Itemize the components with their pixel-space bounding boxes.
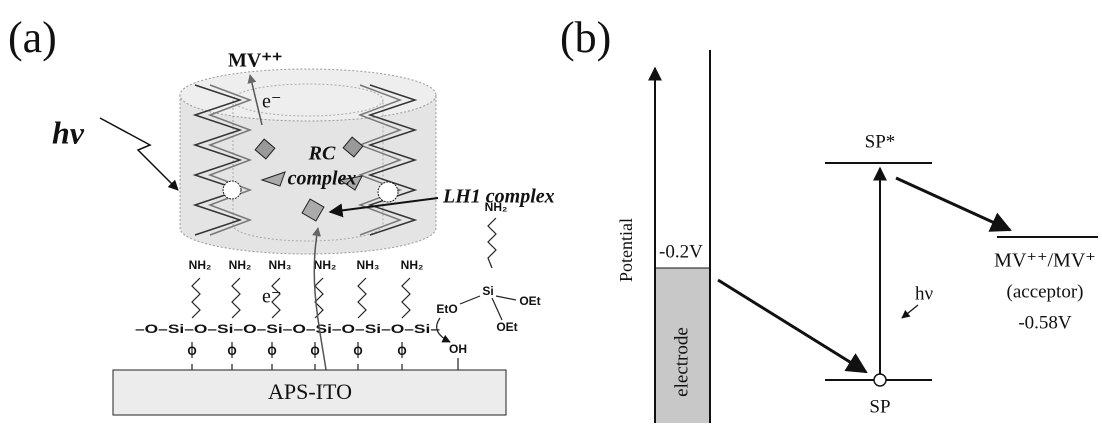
- amine-label: NH₂: [401, 258, 424, 272]
- excited-label: SP*: [865, 131, 896, 152]
- silane-label: NH₂: [485, 200, 508, 214]
- substrate-label: APS-ITO: [268, 379, 352, 404]
- silane-label: OH: [449, 342, 467, 356]
- panel-label: (a): [8, 13, 57, 62]
- ground-label: SP: [869, 396, 890, 417]
- rc-label: RC: [308, 143, 336, 165]
- silane-label: EtO: [436, 302, 457, 316]
- backbone-label: –O–Si–O–Si–O–Si–O–Si–O–Si–O–Si–: [135, 322, 440, 336]
- amine-label: NH₃: [357, 258, 380, 272]
- mv-label: MV⁺⁺: [228, 50, 282, 72]
- anchor-label: O: [397, 344, 406, 358]
- anchor-label: O: [310, 344, 319, 358]
- amine-label: NH₂: [189, 258, 212, 272]
- silane-label: OEt: [496, 320, 517, 334]
- light-label: hv: [52, 114, 85, 150]
- electron-transfer: [896, 178, 1010, 230]
- axis-label: Potential: [616, 218, 636, 282]
- electron-transfer: [718, 280, 866, 372]
- acceptor-label: (acceptor): [1007, 281, 1084, 302]
- acceptor-label: -0.58V: [1018, 312, 1072, 333]
- amine-label: NH₂: [314, 258, 337, 272]
- ground-state: [874, 374, 886, 386]
- electron-label: e⁻: [262, 286, 281, 308]
- figure: (a) MV⁺⁺ e⁻ hv RC complex LH1 complex NH…: [0, 0, 1102, 427]
- rc-label: complex: [288, 168, 357, 190]
- anchor-label: O: [227, 344, 236, 358]
- silane-label: OEt: [519, 294, 540, 308]
- light-arrow: [902, 305, 918, 318]
- anchor-label: O: [353, 344, 362, 358]
- electrode-label: electrode: [671, 327, 692, 397]
- amine-label: NH₂: [229, 258, 252, 272]
- potential-label: -0.2V: [659, 241, 703, 262]
- anchor-label: O: [187, 344, 196, 358]
- silane-label: Si: [482, 284, 493, 298]
- acceptor-label: MV⁺⁺/MV⁺: [994, 250, 1096, 272]
- light-label: hν: [915, 283, 934, 304]
- anchor-label: O: [267, 344, 276, 358]
- amine-label: NH₃: [269, 258, 292, 272]
- panel-label: (b): [560, 13, 611, 62]
- light-arrow: [100, 118, 178, 190]
- electron-label: e⁻: [262, 91, 281, 113]
